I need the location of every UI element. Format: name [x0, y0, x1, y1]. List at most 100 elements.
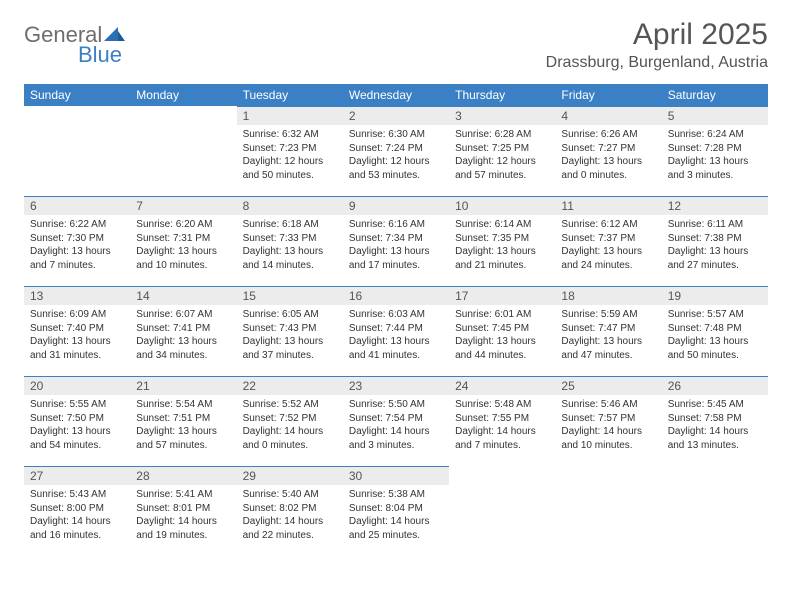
day-number: 10 — [449, 196, 555, 215]
brand-text-blue: Blue — [78, 42, 126, 68]
calendar-body: ..1Sunrise: 6:32 AMSunset: 7:23 PMDaylig… — [24, 106, 768, 556]
sunset-text: Sunset: 8:04 PM — [349, 502, 443, 516]
daylight-text: Daylight: 13 hours and 17 minutes. — [349, 245, 443, 272]
day-content: Sunrise: 6:20 AMSunset: 7:31 PMDaylight:… — [130, 215, 236, 275]
day-number: 16 — [343, 286, 449, 305]
day-number: 5 — [662, 106, 768, 125]
day-number: 11 — [555, 196, 661, 215]
day-content: Sunrise: 6:12 AMSunset: 7:37 PMDaylight:… — [555, 215, 661, 275]
day-number: 1 — [237, 106, 343, 125]
calendar-day-cell: 3Sunrise: 6:28 AMSunset: 7:25 PMDaylight… — [449, 106, 555, 196]
calendar-page: GeneralBlue April 2025 Drassburg, Burgen… — [0, 0, 792, 574]
day-number: 28 — [130, 466, 236, 485]
sunset-text: Sunset: 7:43 PM — [243, 322, 337, 336]
calendar-table: SundayMondayTuesdayWednesdayThursdayFrid… — [24, 84, 768, 556]
location-text: Drassburg, Burgenland, Austria — [546, 54, 768, 72]
day-number: 25 — [555, 376, 661, 395]
sunrise-text: Sunrise: 5:52 AM — [243, 398, 337, 412]
daylight-text: Daylight: 14 hours and 13 minutes. — [668, 425, 762, 452]
calendar-empty-cell: . — [449, 466, 555, 556]
day-content: Sunrise: 5:38 AMSunset: 8:04 PMDaylight:… — [343, 485, 449, 545]
calendar-day-cell: 2Sunrise: 6:30 AMSunset: 7:24 PMDaylight… — [343, 106, 449, 196]
calendar-day-cell: 8Sunrise: 6:18 AMSunset: 7:33 PMDaylight… — [237, 196, 343, 286]
calendar-day-cell: 21Sunrise: 5:54 AMSunset: 7:51 PMDayligh… — [130, 376, 236, 466]
daylight-text: Daylight: 14 hours and 7 minutes. — [455, 425, 549, 452]
calendar-day-cell: 16Sunrise: 6:03 AMSunset: 7:44 PMDayligh… — [343, 286, 449, 376]
daylight-text: Daylight: 13 hours and 3 minutes. — [668, 155, 762, 182]
day-content: Sunrise: 6:16 AMSunset: 7:34 PMDaylight:… — [343, 215, 449, 275]
day-content: Sunrise: 6:24 AMSunset: 7:28 PMDaylight:… — [662, 125, 768, 185]
calendar-day-cell: 17Sunrise: 6:01 AMSunset: 7:45 PMDayligh… — [449, 286, 555, 376]
day-number: 3 — [449, 106, 555, 125]
calendar-week-row: 20Sunrise: 5:55 AMSunset: 7:50 PMDayligh… — [24, 376, 768, 466]
calendar-day-cell: 12Sunrise: 6:11 AMSunset: 7:38 PMDayligh… — [662, 196, 768, 286]
sunset-text: Sunset: 7:55 PM — [455, 412, 549, 426]
sunrise-text: Sunrise: 5:48 AM — [455, 398, 549, 412]
day-content: Sunrise: 6:28 AMSunset: 7:25 PMDaylight:… — [449, 125, 555, 185]
calendar-day-cell: 7Sunrise: 6:20 AMSunset: 7:31 PMDaylight… — [130, 196, 236, 286]
calendar-day-cell: 4Sunrise: 6:26 AMSunset: 7:27 PMDaylight… — [555, 106, 661, 196]
sunset-text: Sunset: 7:45 PM — [455, 322, 549, 336]
calendar-day-cell: 15Sunrise: 6:05 AMSunset: 7:43 PMDayligh… — [237, 286, 343, 376]
daylight-text: Daylight: 13 hours and 0 minutes. — [561, 155, 655, 182]
day-number: 6 — [24, 196, 130, 215]
day-content: Sunrise: 6:30 AMSunset: 7:24 PMDaylight:… — [343, 125, 449, 185]
sunrise-text: Sunrise: 6:07 AM — [136, 308, 230, 322]
daylight-text: Daylight: 12 hours and 57 minutes. — [455, 155, 549, 182]
day-number: 20 — [24, 376, 130, 395]
sunrise-text: Sunrise: 5:57 AM — [668, 308, 762, 322]
calendar-day-cell: 14Sunrise: 6:07 AMSunset: 7:41 PMDayligh… — [130, 286, 236, 376]
sunset-text: Sunset: 7:31 PM — [136, 232, 230, 246]
day-number: 21 — [130, 376, 236, 395]
day-number: 9 — [343, 196, 449, 215]
day-content: Sunrise: 5:52 AMSunset: 7:52 PMDaylight:… — [237, 395, 343, 455]
sunset-text: Sunset: 7:57 PM — [561, 412, 655, 426]
daylight-text: Daylight: 14 hours and 25 minutes. — [349, 515, 443, 542]
weekday-header: Saturday — [662, 84, 768, 106]
calendar-day-cell: 22Sunrise: 5:52 AMSunset: 7:52 PMDayligh… — [237, 376, 343, 466]
day-content: Sunrise: 6:26 AMSunset: 7:27 PMDaylight:… — [555, 125, 661, 185]
sunset-text: Sunset: 7:52 PM — [243, 412, 337, 426]
daylight-text: Daylight: 13 hours and 31 minutes. — [30, 335, 124, 362]
sunset-text: Sunset: 7:27 PM — [561, 142, 655, 156]
sunrise-text: Sunrise: 5:59 AM — [561, 308, 655, 322]
weekday-header: Monday — [130, 84, 236, 106]
day-number: 23 — [343, 376, 449, 395]
daylight-text: Daylight: 13 hours and 14 minutes. — [243, 245, 337, 272]
daylight-text: Daylight: 13 hours and 50 minutes. — [668, 335, 762, 362]
sunset-text: Sunset: 7:28 PM — [668, 142, 762, 156]
sunrise-text: Sunrise: 5:46 AM — [561, 398, 655, 412]
daylight-text: Daylight: 14 hours and 0 minutes. — [243, 425, 337, 452]
calendar-empty-cell: . — [555, 466, 661, 556]
day-number: 8 — [237, 196, 343, 215]
day-number: 12 — [662, 196, 768, 215]
calendar-week-row: 6Sunrise: 6:22 AMSunset: 7:30 PMDaylight… — [24, 196, 768, 286]
sunrise-text: Sunrise: 6:01 AM — [455, 308, 549, 322]
day-number: 15 — [237, 286, 343, 305]
day-content: Sunrise: 5:40 AMSunset: 8:02 PMDaylight:… — [237, 485, 343, 545]
calendar-header-row: SundayMondayTuesdayWednesdayThursdayFrid… — [24, 84, 768, 106]
daylight-text: Daylight: 14 hours and 3 minutes. — [349, 425, 443, 452]
day-content: Sunrise: 6:11 AMSunset: 7:38 PMDaylight:… — [662, 215, 768, 275]
sunrise-text: Sunrise: 6:20 AM — [136, 218, 230, 232]
daylight-text: Daylight: 13 hours and 34 minutes. — [136, 335, 230, 362]
daylight-text: Daylight: 14 hours and 10 minutes. — [561, 425, 655, 452]
sunset-text: Sunset: 7:47 PM — [561, 322, 655, 336]
weekday-header: Wednesday — [343, 84, 449, 106]
calendar-week-row: 13Sunrise: 6:09 AMSunset: 7:40 PMDayligh… — [24, 286, 768, 376]
daylight-text: Daylight: 13 hours and 7 minutes. — [30, 245, 124, 272]
day-content: Sunrise: 5:41 AMSunset: 8:01 PMDaylight:… — [130, 485, 236, 545]
calendar-day-cell: 26Sunrise: 5:45 AMSunset: 7:58 PMDayligh… — [662, 376, 768, 466]
sunset-text: Sunset: 7:38 PM — [668, 232, 762, 246]
sunrise-text: Sunrise: 5:54 AM — [136, 398, 230, 412]
day-content: Sunrise: 5:50 AMSunset: 7:54 PMDaylight:… — [343, 395, 449, 455]
calendar-day-cell: 1Sunrise: 6:32 AMSunset: 7:23 PMDaylight… — [237, 106, 343, 196]
calendar-day-cell: 29Sunrise: 5:40 AMSunset: 8:02 PMDayligh… — [237, 466, 343, 556]
sunset-text: Sunset: 7:24 PM — [349, 142, 443, 156]
daylight-text: Daylight: 12 hours and 50 minutes. — [243, 155, 337, 182]
sunrise-text: Sunrise: 6:28 AM — [455, 128, 549, 142]
calendar-empty-cell: . — [130, 106, 236, 196]
sunset-text: Sunset: 7:35 PM — [455, 232, 549, 246]
sunrise-text: Sunrise: 6:24 AM — [668, 128, 762, 142]
sunset-text: Sunset: 8:02 PM — [243, 502, 337, 516]
